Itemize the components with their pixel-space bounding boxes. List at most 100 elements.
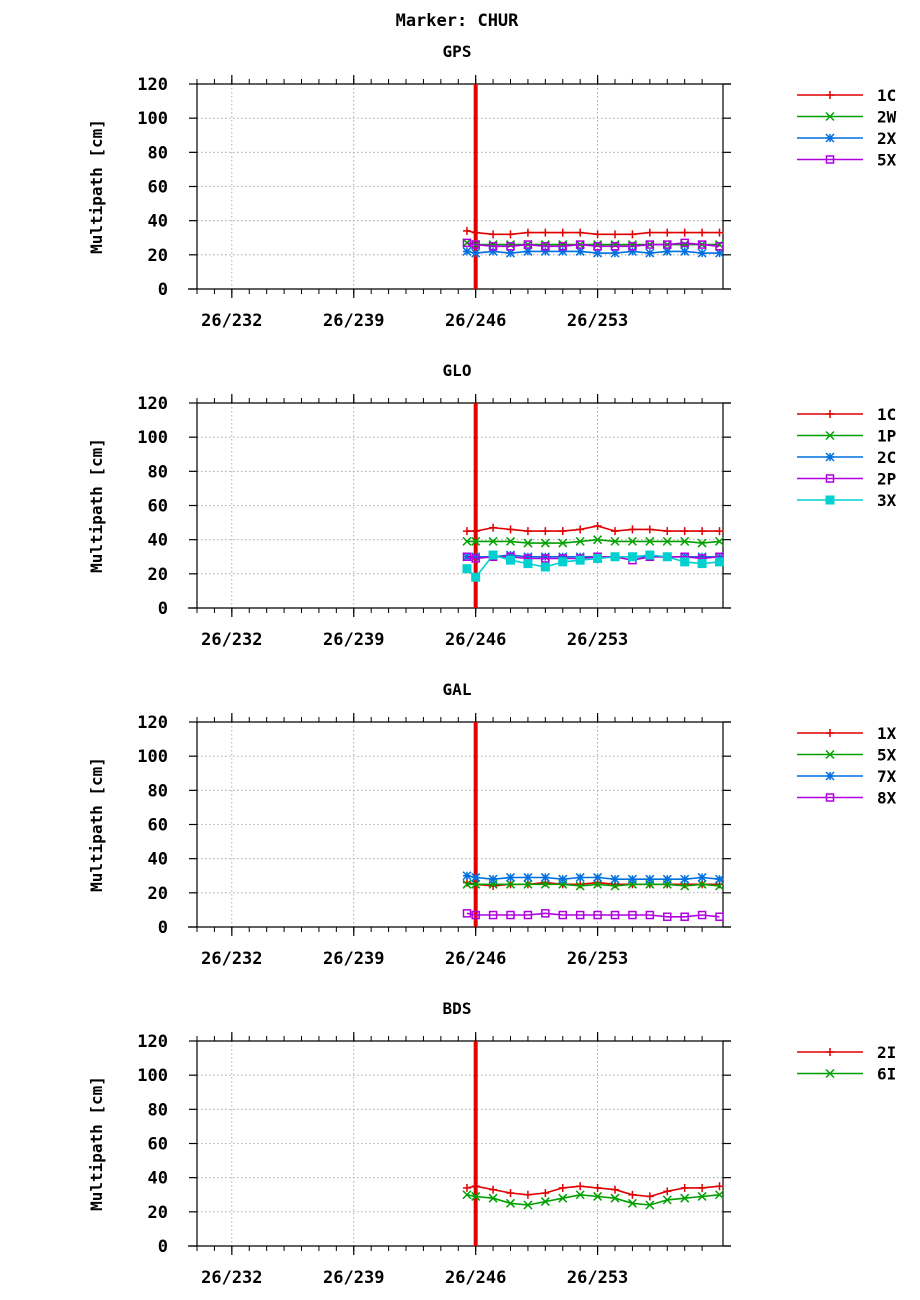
data-point	[697, 1191, 707, 1201]
series-line	[466, 1193, 720, 1206]
data-point	[558, 527, 567, 536]
legend-marker	[825, 749, 835, 760]
data-point	[505, 1198, 516, 1208]
data-point	[471, 248, 481, 258]
data-point	[680, 881, 690, 891]
data-point	[663, 228, 672, 237]
series-line	[467, 525, 720, 532]
data-point	[680, 228, 689, 237]
legend-label: 1C	[877, 86, 896, 105]
data-point	[714, 536, 725, 546]
data-point	[541, 554, 550, 563]
series-line	[467, 883, 720, 887]
y-tick-label: 40	[148, 212, 168, 232]
data-point	[628, 230, 637, 239]
legend-label: 2W	[877, 108, 897, 127]
data-point	[540, 552, 550, 562]
legend-item: 7X	[797, 767, 897, 786]
legend-item: 2C	[797, 448, 896, 467]
data-point	[593, 242, 602, 251]
y-tick-label: 0	[158, 1237, 168, 1257]
data-point	[462, 871, 472, 881]
data-point	[505, 240, 516, 250]
legend: 1C 1P 2C 2P 3X	[797, 405, 897, 510]
data-point	[645, 228, 654, 237]
legend-item: 5X	[797, 746, 897, 765]
y-axis-label: Multipath [cm]	[87, 757, 106, 892]
data-point	[680, 912, 689, 921]
data-point	[593, 522, 602, 530]
data-point	[540, 538, 550, 548]
data-point	[558, 228, 567, 237]
legend-label: 2I	[877, 1043, 896, 1062]
data-point	[506, 1189, 515, 1198]
data-point	[697, 248, 707, 258]
y-tick-label: 20	[148, 246, 168, 266]
data-point	[488, 536, 498, 546]
legend: 1X 5X 7X 8X	[797, 724, 897, 808]
data-point	[697, 879, 707, 889]
epoch-marker-line	[473, 722, 478, 927]
data-point	[462, 238, 472, 248]
series-group	[462, 226, 725, 258]
data-point	[715, 912, 724, 921]
data-point	[680, 527, 689, 536]
y-tick-label: 20	[148, 884, 168, 904]
data-point	[462, 552, 472, 561]
data-point	[471, 527, 480, 536]
grid	[197, 1041, 723, 1246]
data-point	[576, 1182, 585, 1191]
series-group	[462, 871, 725, 921]
series-line	[466, 1185, 720, 1198]
grid	[197, 403, 723, 608]
y-tick-label: 80	[148, 462, 168, 482]
data-point	[645, 550, 655, 560]
data-point	[488, 246, 498, 256]
data-point	[680, 238, 689, 248]
data-point	[523, 879, 533, 889]
legend-label: 5X	[877, 746, 897, 765]
data-point	[593, 910, 602, 920]
data-point	[628, 1190, 637, 1199]
legend-item: 8X	[797, 789, 897, 808]
x-tick-label: 26/246	[445, 949, 506, 969]
series-2i	[462, 1182, 724, 1201]
series-1p	[462, 535, 725, 548]
series-line	[466, 912, 720, 918]
series-1c	[462, 522, 724, 536]
data-point	[523, 240, 533, 249]
data-point	[627, 874, 637, 884]
y-tick-label: 60	[148, 816, 168, 836]
data-point	[680, 874, 690, 884]
data-point	[523, 910, 533, 920]
data-point	[593, 1183, 602, 1192]
data-point	[523, 538, 533, 548]
legend-label: 5X	[877, 151, 897, 170]
data-point	[488, 242, 498, 251]
data-point	[680, 557, 690, 567]
data-point	[489, 230, 498, 239]
data-point	[471, 536, 481, 546]
data-point	[593, 879, 603, 889]
data-point	[715, 228, 724, 237]
data-point	[593, 553, 603, 563]
legend: 1C 2W 2X 5X	[797, 86, 897, 170]
data-point	[715, 1182, 724, 1191]
data-point	[488, 1193, 498, 1203]
legend-item: 2P	[797, 470, 896, 489]
epoch-marker-line	[473, 84, 478, 289]
data-point	[610, 1193, 620, 1203]
y-tick-label: 100	[137, 109, 168, 129]
legend-marker	[825, 155, 835, 164]
series-line	[466, 242, 720, 246]
legend-item: 2I	[797, 1043, 896, 1062]
data-point	[540, 1197, 550, 1207]
y-tick-label: 20	[148, 565, 168, 585]
data-point	[645, 248, 655, 258]
data-point	[523, 1200, 533, 1210]
legend-label: 2C	[877, 448, 896, 467]
data-point	[506, 555, 516, 565]
y-tick-label: 40	[148, 531, 168, 551]
data-point	[471, 240, 480, 249]
